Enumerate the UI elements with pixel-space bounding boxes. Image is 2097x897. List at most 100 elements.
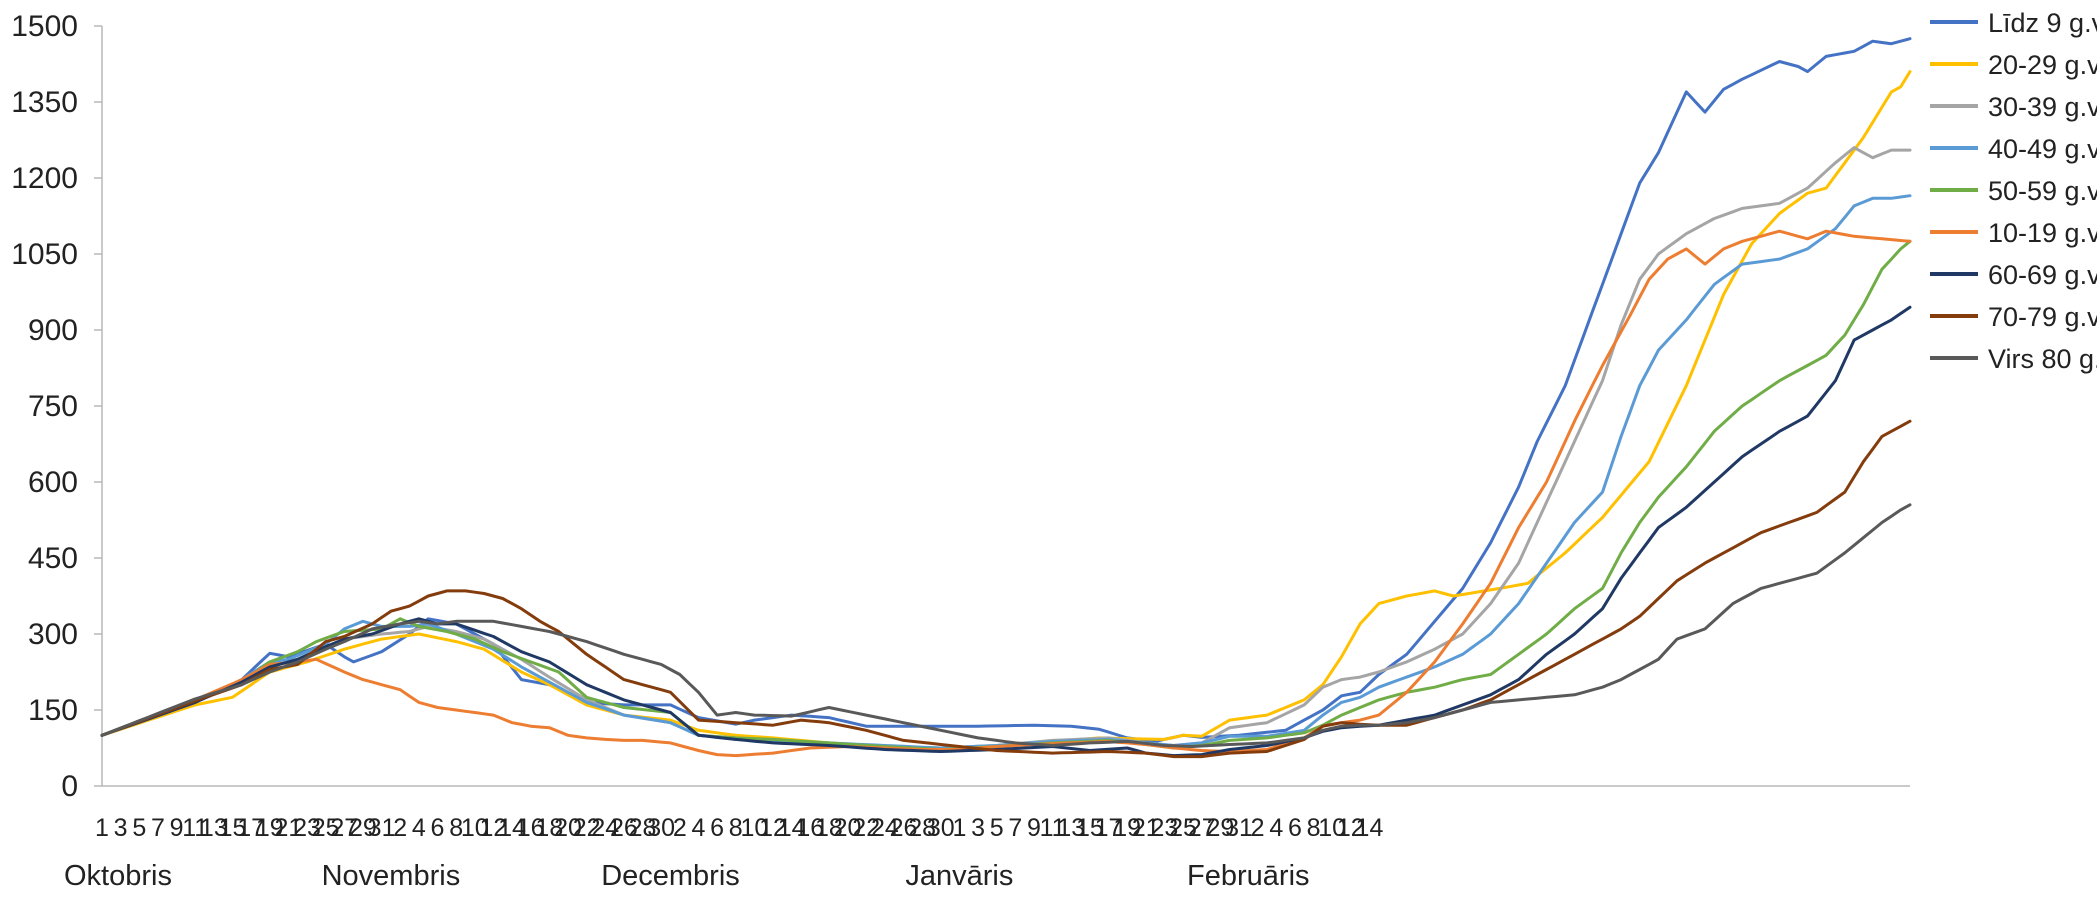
x-tick-label: 5: [990, 814, 1004, 842]
x-tick-label: 20: [834, 814, 862, 842]
x-tick-label: 28: [908, 814, 936, 842]
x-tick-label: 11: [182, 814, 208, 842]
x-tick-label: 25: [1169, 814, 1197, 842]
x-tick-label: 4: [412, 814, 426, 842]
y-tick-label: 0: [61, 770, 78, 803]
x-tick-label: 23: [1151, 814, 1179, 842]
x-tick-label: 7: [151, 814, 165, 842]
x-tick-label: 2: [1251, 814, 1265, 842]
x-tick-label: 3: [114, 814, 128, 842]
y-tick-label: 150: [28, 694, 78, 727]
x-tick-label: 28: [629, 814, 657, 842]
x-tick-label: 6: [710, 814, 724, 842]
x-tick-label: 22: [852, 814, 880, 842]
x-tick-label: 18: [535, 814, 563, 842]
x-tick-label: 10: [1318, 814, 1346, 842]
x-tick-label: 14: [1356, 814, 1384, 842]
month-label: Decembris: [601, 860, 740, 892]
y-tick-label: 300: [28, 618, 78, 651]
x-tick-label: 25: [312, 814, 340, 842]
x-tick-label: 29: [1206, 814, 1234, 842]
month-label: Novembris: [322, 860, 461, 892]
x-tick-label: 23: [293, 814, 321, 842]
x-tick-label: 16: [796, 814, 824, 842]
x-tick-label: 13: [1057, 814, 1085, 842]
x-tick-label: 17: [237, 814, 265, 842]
x-tick-label: 31: [1225, 814, 1253, 842]
x-tick-label: 6: [431, 814, 445, 842]
y-tick-label: 450: [28, 542, 78, 575]
legend-label: Virs 80 g.v.: [1988, 344, 2097, 374]
x-tick-label: 24: [591, 814, 619, 842]
x-tick-label: 31: [368, 814, 396, 842]
x-tick-label: 12: [1337, 814, 1365, 842]
x-tick-label: 18: [815, 814, 843, 842]
x-tick-label: 1: [95, 814, 109, 842]
legend-label: 70-79 g.v.: [1988, 302, 2097, 332]
series-line-6: [100, 229, 1912, 758]
y-tick-label: 1050: [11, 238, 78, 271]
month-label: Janvāris: [905, 860, 1013, 892]
legend-label: 10-19 g.v.: [1988, 218, 2097, 248]
legend-label: 20-29 g.v.: [1988, 50, 2097, 80]
x-tick-label: 2: [393, 814, 407, 842]
x-tick-label: 17: [1095, 814, 1123, 842]
x-tick-label: 5: [132, 814, 146, 842]
x-tick-label: 26: [890, 814, 918, 842]
legend: Līdz 9 g.v. 20-29 g.v. 30-39 g.v. 40-49 g.v…: [1930, 8, 2097, 374]
y-tick-labels: 0 150 300 450 600 750 900 1050 1200 1350 1500: [11, 10, 78, 803]
x-tick-label: 15: [219, 814, 247, 842]
x-tick-label: 15: [1076, 814, 1104, 842]
x-tick-label: 19: [1113, 814, 1141, 842]
series-line-1: [100, 37, 1912, 743]
month-label: Februāris: [1187, 860, 1310, 892]
axes: [94, 25, 1910, 787]
x-tick-label: 30: [647, 814, 675, 842]
x-tick-label: 12: [759, 814, 787, 842]
y-tick-label: 600: [28, 466, 78, 499]
x-tick-label: 24: [871, 814, 899, 842]
x-tick-label: 10: [461, 814, 489, 842]
x-tick-label: 27: [1188, 814, 1216, 842]
series-line-3: [100, 146, 1912, 750]
x-tick-label: 12: [480, 814, 508, 842]
x-tick-label: 9: [170, 814, 184, 842]
x-tick-label: 21: [274, 814, 302, 842]
x-tick-label: 26: [610, 814, 638, 842]
y-tick-label: 1350: [11, 86, 78, 119]
x-tick-label: 7: [1008, 814, 1022, 842]
x-tick-label: 20: [554, 814, 582, 842]
month-label: Oktobris: [64, 860, 172, 892]
x-tick-label: 9: [1027, 814, 1041, 842]
x-tick-label: 19: [256, 814, 284, 842]
month-labels: Oktobris Novembris Decembris Janvāris Februā…: [64, 860, 1310, 892]
y-tick-label: 900: [28, 314, 78, 347]
x-tick-label: 13: [200, 814, 228, 842]
series-line-9: [100, 503, 1912, 748]
x-tick-label: 4: [1269, 814, 1283, 842]
x-tick-label: 11: [1040, 814, 1066, 842]
legend-label: 60-69 g.v.: [1988, 260, 2097, 290]
legend-label: 50-59 g.v.: [1988, 176, 2097, 206]
x-tick-label: 22: [573, 814, 601, 842]
x-tick-label: 29: [349, 814, 377, 842]
x-tick-label: 8: [449, 814, 463, 842]
legend-label: Līdz 9 g.v.: [1988, 8, 2097, 38]
y-tick-label: 1200: [11, 162, 78, 195]
legend-label: 40-49 g.v.: [1988, 134, 2097, 164]
x-tick-label: 2: [673, 814, 687, 842]
series-line-8: [100, 419, 1912, 759]
x-tick-label: 21: [1132, 814, 1160, 842]
x-tick-label: 16: [517, 814, 545, 842]
x-tick-label: 14: [498, 814, 526, 842]
y-tick-label: 750: [28, 390, 78, 423]
y-tick-label: 1500: [11, 10, 78, 43]
series-line-2: [100, 70, 1912, 752]
x-tick-label: 8: [729, 814, 743, 842]
x-tick-label: 1: [952, 814, 966, 842]
x-tick-label: 10: [740, 814, 768, 842]
series-layer: [100, 37, 1912, 759]
x-tick-label: 30: [927, 814, 955, 842]
